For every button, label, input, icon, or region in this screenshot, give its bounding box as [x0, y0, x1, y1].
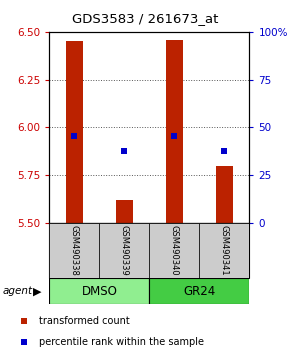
- Text: DMSO: DMSO: [81, 285, 117, 298]
- Text: transformed count: transformed count: [39, 316, 130, 326]
- Text: ▶: ▶: [33, 286, 42, 296]
- Bar: [216, 166, 233, 223]
- Bar: [49, 278, 149, 304]
- Text: GSM490338: GSM490338: [70, 225, 79, 276]
- Bar: [166, 40, 183, 223]
- Text: GSM490340: GSM490340: [170, 225, 179, 276]
- Text: percentile rank within the sample: percentile rank within the sample: [39, 337, 204, 347]
- Text: GDS3583 / 261673_at: GDS3583 / 261673_at: [72, 12, 218, 25]
- Bar: [66, 41, 83, 223]
- Bar: [200, 223, 249, 278]
- Text: agent: agent: [3, 286, 33, 296]
- Text: GSM490341: GSM490341: [220, 225, 229, 276]
- Text: GR24: GR24: [183, 285, 215, 298]
- Bar: [49, 223, 99, 278]
- Bar: [99, 223, 149, 278]
- Bar: [149, 223, 200, 278]
- Bar: [149, 278, 249, 304]
- Text: GSM490339: GSM490339: [120, 225, 129, 276]
- Bar: [116, 200, 133, 223]
